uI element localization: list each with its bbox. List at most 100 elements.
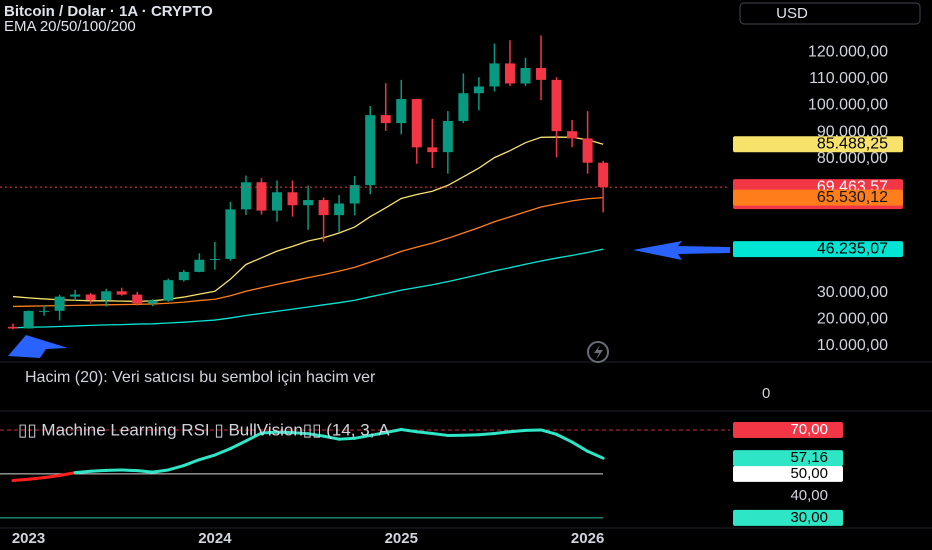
rsi-segment [213, 447, 232, 457]
ema-price-box [733, 189, 903, 206]
candle-body [178, 271, 189, 281]
rsi-segment [166, 464, 186, 472]
y-tick-label: 40,00 [790, 487, 828, 504]
currency-button[interactable] [739, 2, 921, 25]
rsi-segment [555, 432, 574, 444]
rsi-segment [197, 453, 217, 462]
rsi-segment [570, 440, 590, 453]
candle-body [473, 86, 484, 94]
candle-body [256, 182, 267, 211]
chart-title: Bitcoin / Dolar · 1A · CRYPTO [4, 3, 213, 20]
candle-body [567, 131, 578, 139]
ema-line [12, 136, 604, 303]
rsi-segment [11, 477, 31, 483]
y-tick-label: 20.000,00 [817, 310, 888, 327]
rsi-segment [368, 431, 388, 437]
candle-body [411, 99, 422, 148]
candle-body [8, 326, 18, 329]
rsi-title: ▯▯ Machine Learning RSI ▯ BullVision▯▯ (… [18, 420, 390, 439]
x-tick-label: 2026 [571, 530, 604, 547]
level-label: 30,00 [790, 509, 828, 526]
y-tick-label: 30.000,00 [817, 284, 888, 301]
rsi-segment [244, 431, 263, 443]
replay-icon[interactable] [587, 341, 609, 363]
level-label: 70,00 [790, 421, 828, 438]
candle-body [489, 63, 500, 87]
candle-body [225, 209, 236, 259]
rsi-segment [322, 434, 341, 441]
candle-body [551, 79, 562, 132]
candle-body [598, 162, 609, 188]
level-box [733, 421, 843, 438]
candle-body [272, 192, 283, 211]
rsi-segment [228, 439, 248, 451]
candle-body [582, 138, 593, 163]
rsi-segment [135, 469, 155, 474]
rsi-segment [151, 468, 170, 474]
ema-line [12, 196, 604, 308]
candle-body [116, 291, 127, 295]
replay-icon-glyph [594, 345, 603, 360]
x-tick-label: 2025 [385, 530, 418, 547]
candle-body [70, 294, 81, 297]
y-tick-label: 10.000,00 [817, 337, 888, 354]
indicator-label: EMA 20/50/100/200 [4, 18, 136, 35]
candle-body [536, 67, 547, 80]
rsi-segment [430, 431, 450, 437]
candle-body [287, 192, 298, 206]
candle-body [194, 259, 205, 272]
candle-body [380, 115, 391, 124]
annotation-arrow [633, 241, 730, 260]
candle-body [442, 121, 453, 153]
rsi-value-box [733, 450, 843, 467]
rsi-segment [89, 468, 108, 473]
ema-price-label: 46.235,07 [817, 240, 888, 257]
rsi-segment [337, 436, 357, 441]
candle-body [163, 280, 174, 301]
rsi-segment [492, 430, 512, 435]
rsi-segment [182, 458, 201, 468]
candle-body [365, 115, 376, 186]
rsi-segment [120, 468, 139, 473]
candle-body [209, 258, 220, 260]
rsi-segment [306, 432, 326, 438]
level-label: 50,00 [790, 465, 828, 482]
rsi-value-label: 57,16 [790, 449, 828, 466]
rsi-segment [73, 469, 93, 475]
y-tick-label: 80.000,00 [817, 150, 888, 167]
candle-body [147, 300, 158, 304]
ema-price-label: 65.530,12 [817, 189, 888, 206]
candle-body [349, 185, 360, 204]
rsi-segment [353, 433, 372, 440]
rsi-segment [27, 476, 46, 481]
currency[interactable]: USD [776, 5, 808, 22]
candle-body [23, 310, 34, 329]
ema-price-label: 85.488,25 [817, 136, 888, 153]
rsi-segment [384, 428, 403, 435]
candle-body [458, 93, 469, 122]
x-tick-label: 2024 [198, 530, 232, 547]
rsi-segment [508, 428, 527, 434]
y-tick-label: 120.000,00 [808, 43, 888, 60]
candle-body [54, 296, 65, 311]
candle-body [132, 294, 143, 304]
ema-line [12, 248, 604, 329]
candle-body [504, 63, 515, 84]
ema-price-box [733, 136, 903, 153]
candle-body [85, 294, 96, 300]
rsi-segment [291, 431, 310, 436]
level-box [733, 509, 843, 526]
candle-body [39, 310, 50, 312]
y-tick-label: 110.000,00 [809, 70, 888, 87]
rsi-segment [399, 428, 419, 434]
rsi-segment [539, 428, 559, 436]
rsi-segment [586, 449, 605, 460]
candle-body [303, 200, 314, 206]
x-tick-label: 2023 [12, 530, 45, 547]
y-tick-label: 100.000,00 [808, 97, 888, 114]
rsi-segment [477, 431, 496, 437]
level-box [733, 465, 843, 482]
candle-body [427, 147, 438, 153]
rsi-segment [415, 430, 434, 435]
